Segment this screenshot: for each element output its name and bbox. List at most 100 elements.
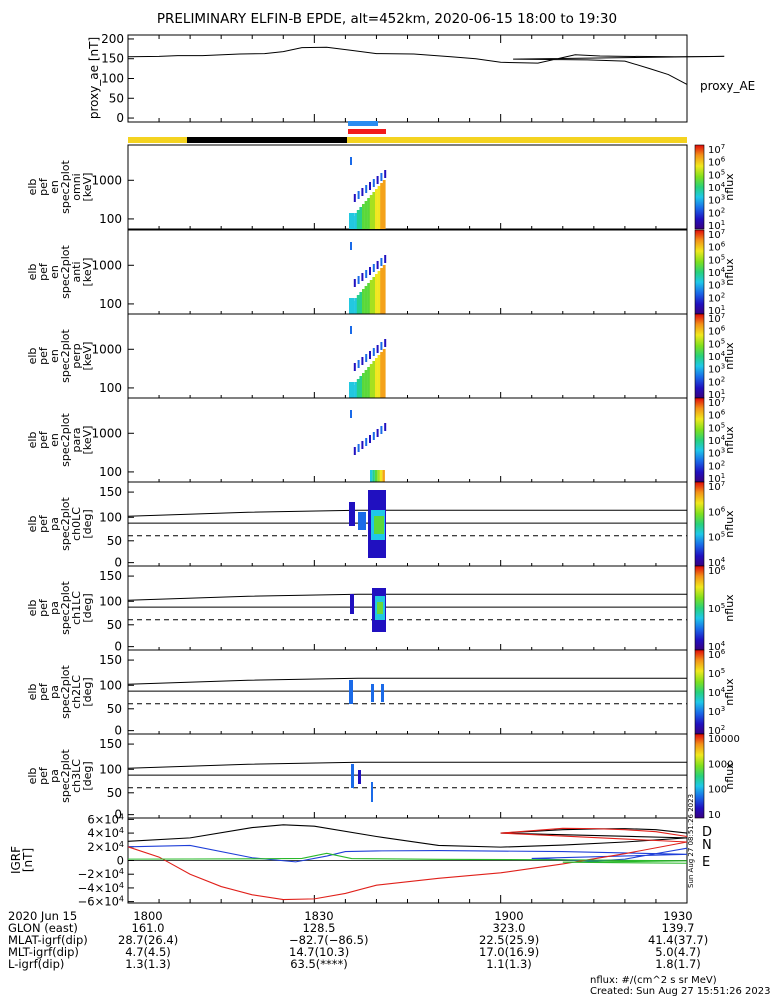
spec-panel-6-pa-block <box>350 594 354 614</box>
spec-panel-3-spec-speck <box>372 348 375 356</box>
spec-panel-3-ylabel-word: elb <box>26 348 39 365</box>
spec-panel-5-colorbar-tick: 107 <box>708 480 725 493</box>
spec-panel-4-ylabel-word: pef <box>37 430 50 449</box>
x-axis-row-value: 1.1(1.3) <box>486 957 532 971</box>
spec-panel-7-ytick-label: 0 <box>114 724 122 738</box>
spec-panel-8-colorbar-tick: 10 <box>708 810 721 821</box>
spec-panel-8-ytick-label: 100 <box>99 762 122 776</box>
spec-panel-1-spec-speck <box>361 188 364 196</box>
figure-title: PRELIMINARY ELFIN-B EPDE, alt=452km, 202… <box>157 11 617 27</box>
spec-panel-7-pa-block <box>371 684 374 702</box>
spec-panel-7-ytick-label: 100 <box>99 678 122 692</box>
spec-panel-1-frame <box>127 144 688 230</box>
x-axis-row-value: 1.8(1.7) <box>655 957 701 971</box>
spec-panel-8-colorbar-tick: 100 <box>708 785 727 796</box>
spec-panel-4-spec-column <box>375 470 378 482</box>
status-bar-black <box>187 137 347 143</box>
spec-panel-2-spec-column <box>380 268 383 314</box>
spec-panel-6-ytick-label: 100 <box>99 594 122 608</box>
spec-panel-4-colorbar-tick: 102 <box>708 459 725 472</box>
spec-panel-2-spec-column <box>382 265 386 314</box>
spec-panel-5-ytick-label: 150 <box>99 485 122 499</box>
x-axis-row-value: 63.5(****) <box>290 957 348 971</box>
spec-panel-2-spec-column <box>362 289 365 314</box>
spec-panel-5-ytick-label: 100 <box>99 510 122 524</box>
spec-panel-1-ylabel-word: en <box>48 180 61 194</box>
spec-panel-5-ytick-label: 0 <box>114 556 122 570</box>
spec-panel-1-colorbar-tick: 102 <box>708 206 725 219</box>
spec-panel-3-spec-edge <box>349 382 354 398</box>
spec-panel-1-ylabel-word: [keV] <box>81 173 94 202</box>
spec-panel-3-spec-column <box>356 379 360 398</box>
spec-panel-2-spec-speck <box>350 242 352 250</box>
spec-panel-4-spec-column <box>382 470 385 482</box>
spec-panel-1-spec-speck <box>353 194 356 202</box>
spec-panel-5-pa-block <box>374 516 384 534</box>
spec-panel-2-ylabel-word: [keV] <box>81 258 94 287</box>
spec-panel-2-spec-column <box>356 295 360 314</box>
spec-panel-3-spec-column <box>354 382 357 398</box>
spec-panel-5-pa-block <box>349 502 355 526</box>
spec-panel-3-spec-column <box>382 349 386 398</box>
x-axis-row-value: 22.5(25.9) <box>479 933 540 947</box>
spec-panel-1-spec-column <box>372 192 376 229</box>
spec-panel-2-ylabel-word: anti <box>70 261 83 282</box>
spec-panel-8-colorbar <box>694 733 705 819</box>
spec-panel-4-ylabel-word: elb <box>26 432 39 449</box>
spec-panel-2-colorbar <box>694 229 705 315</box>
spec-panel-7-ylabel-word: pa <box>48 685 61 699</box>
spec-panel-7-pa-block <box>349 680 353 704</box>
spec-panel-2-spec-column <box>354 298 357 314</box>
spec-panel-1-colorbar <box>694 144 705 230</box>
igrf-legend-E: E <box>702 855 710 870</box>
spec-panel-8-pa-block <box>351 764 354 788</box>
igrf-series-D <box>127 827 688 901</box>
spec-panel-6-ytick-label: 0 <box>114 640 122 654</box>
spec-panel-6-ylabel-word: [deg] <box>81 593 94 622</box>
spec-panel-2-spec-edge <box>349 298 354 314</box>
spec-panel-1-spec-column <box>367 198 370 229</box>
x-axis-row-value: 1830 <box>304 909 334 923</box>
spec-panel-5-ylabel-word: pa <box>48 517 61 531</box>
x-axis-row-value: −82.7(−86.5) <box>289 933 369 947</box>
spec-panel-7-ylabel-word: spec2plot <box>59 665 72 719</box>
spec-panel-1-spec-speck <box>380 173 383 181</box>
spec-panel-4-spec-speck <box>353 447 356 455</box>
spec-panel-7-colorbar <box>694 649 705 735</box>
status-bar-gold <box>128 137 687 143</box>
ae-axes-frame <box>127 34 688 123</box>
spec-panel-4-spec-speck <box>365 438 368 446</box>
spec-panel-3-spec-column <box>367 367 370 398</box>
spec-panel-3-colorbar-tick: 107 <box>708 312 725 325</box>
spec-panel-8-ytick-label: 150 <box>99 737 122 751</box>
spec-panel-7-frame <box>127 649 688 735</box>
spec-panel-7-colorbar-tick: 105 <box>708 667 725 680</box>
spec-panel-1-spec-speck <box>369 182 371 190</box>
spec-panel-6-pa-block <box>377 602 383 614</box>
x-axis-row-value: 28.7(26.4) <box>118 933 179 947</box>
igrf-legend-D: D <box>702 825 712 840</box>
x-axis-row-label: L-igrf(dip) <box>8 957 65 971</box>
spec-panel-7-colorbar-tick: 103 <box>708 705 725 718</box>
spec-panel-2-spec-speck <box>372 264 375 272</box>
spec-panel-3-spec-speck <box>369 351 371 359</box>
spec-panel-3-ylabel-word: pef <box>37 346 50 365</box>
spec-panel-7-colorbar-tick: 106 <box>708 648 726 661</box>
spec-panel-5-ylabel-word: pef <box>37 514 50 533</box>
spec-panel-2-spec-speck <box>357 276 360 284</box>
x-axis-row-value: 41.4(37.7) <box>648 933 709 947</box>
spec-panel-1-ylabel-word: spec2plot <box>59 160 72 214</box>
spec-panel-1-spec-column <box>364 201 368 229</box>
x-axis-row-value: 1900 <box>494 909 524 923</box>
spec-panel-5-ylabel-word: [deg] <box>81 509 94 538</box>
spec-panel-3-spec-column <box>380 352 383 398</box>
spec-panel-7-loss-cone-upper <box>127 677 687 685</box>
spec-panel-3-spec-speck <box>376 345 379 353</box>
spec-panel-8-ytick-label: 0 <box>114 808 122 822</box>
spec-panel-2-ylabel-word: elb <box>26 264 39 281</box>
spec-panel-2-ytick-label: 1000 <box>91 258 122 272</box>
science-zone-bar-blue <box>348 121 378 126</box>
spec-panel-7-ylabel-word: elb <box>26 684 39 701</box>
spec-panel-2-spec-column <box>364 286 368 314</box>
